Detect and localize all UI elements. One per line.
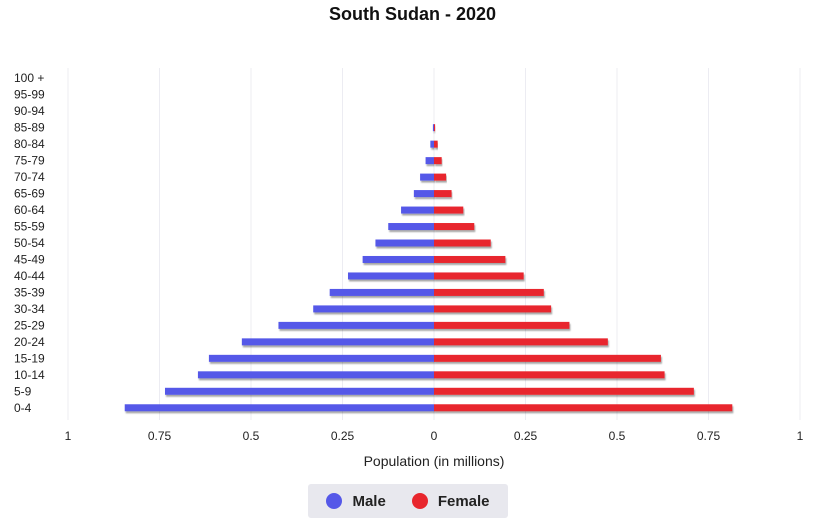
y-tick-label: 80-84 — [14, 137, 45, 151]
bar-male-15-19[interactable] — [208, 354, 434, 362]
chart-title: South Sudan - 2020 — [328, 4, 497, 24]
x-tick-label: 0.25 — [514, 429, 538, 443]
y-tick-label: 90-94 — [14, 104, 45, 118]
legend[interactable]: Male Female — [308, 484, 508, 518]
bar-male-0-4[interactable] — [124, 404, 434, 412]
y-tick-label: 35-39 — [14, 285, 45, 299]
y-tick-label: 15-19 — [14, 351, 45, 365]
bar-female-70-74[interactable] — [434, 173, 447, 181]
y-tick-label: 60-64 — [14, 203, 45, 217]
y-tick-label: 95-99 — [14, 88, 45, 102]
bar-female-10-14[interactable] — [434, 371, 665, 379]
y-tick-label: 75-79 — [14, 154, 45, 168]
bar-female-15-19[interactable] — [434, 354, 661, 362]
x-tick-label: 0 — [431, 429, 438, 443]
x-tick-label: 0.75 — [148, 429, 172, 443]
legend-item-female[interactable]: Female — [411, 492, 490, 510]
bar-female-65-69[interactable] — [434, 190, 452, 198]
bar-female-55-59[interactable] — [434, 223, 475, 231]
y-tick-label: 85-89 — [14, 121, 45, 135]
bar-male-80-84[interactable] — [430, 140, 434, 148]
bar-female-0-4[interactable] — [434, 404, 733, 412]
bar-female-25-29[interactable] — [434, 321, 570, 329]
x-tick-label: 0.25 — [331, 429, 355, 443]
x-tick-label: 0.75 — [697, 429, 721, 443]
y-tick-label: 70-74 — [14, 170, 45, 184]
bar-male-70-74[interactable] — [420, 173, 434, 181]
bar-male-55-59[interactable] — [388, 223, 434, 231]
bar-male-20-24[interactable] — [241, 338, 434, 346]
bar-male-35-39[interactable] — [329, 288, 434, 296]
y-tick-label: 25-29 — [14, 318, 45, 332]
legend-label-male: Male — [352, 492, 386, 510]
bar-female-30-34[interactable] — [434, 305, 552, 313]
bar-male-65-69[interactable] — [413, 190, 434, 198]
bar-female-20-24[interactable] — [434, 338, 608, 346]
bar-male-25-29[interactable] — [278, 321, 434, 329]
bar-female-5-9[interactable] — [434, 387, 694, 395]
x-tick-label: 1 — [797, 429, 804, 443]
bar-male-85-89[interactable] — [432, 124, 434, 132]
bar-female-80-84[interactable] — [434, 140, 438, 148]
male-swatch-icon — [326, 493, 343, 509]
bar-male-40-44[interactable] — [347, 272, 434, 280]
y-tick-label: 100 + — [14, 71, 44, 85]
x-tick-label: 0.5 — [243, 429, 260, 443]
bar-female-45-49[interactable] — [434, 255, 506, 263]
y-tick-label: 5-9 — [14, 384, 32, 398]
female-swatch-icon — [411, 493, 428, 509]
bar-male-10-14[interactable] — [197, 371, 434, 379]
bar-male-45-49[interactable] — [362, 255, 434, 263]
bar-female-60-64[interactable] — [434, 206, 464, 214]
bar-female-75-79[interactable] — [434, 157, 442, 165]
bar-female-85-89[interactable] — [434, 124, 436, 132]
x-tick-label: 0.5 — [609, 429, 626, 443]
y-tick-label: 65-69 — [14, 187, 45, 201]
bar-female-40-44[interactable] — [434, 272, 524, 280]
bar-female-35-39[interactable] — [434, 288, 544, 296]
bar-male-30-34[interactable] — [313, 305, 434, 313]
y-tick-label: 40-44 — [14, 269, 45, 283]
y-tick-label: 30-34 — [14, 302, 45, 316]
legend-item-male[interactable]: Male — [326, 492, 386, 510]
bar-female-50-54[interactable] — [434, 239, 491, 247]
bar-male-75-79[interactable] — [425, 157, 434, 165]
y-tick-label: 10-14 — [14, 368, 45, 382]
y-tick-label: 0-4 — [14, 401, 32, 415]
bar-male-5-9[interactable] — [164, 387, 435, 395]
x-axis-label: Population (in millions) — [364, 453, 505, 469]
x-tick-label: 1 — [65, 429, 72, 443]
y-tick-label: 45-49 — [14, 252, 45, 266]
y-tick-label: 20-24 — [14, 335, 45, 349]
bar-male-50-54[interactable] — [375, 239, 434, 247]
y-tick-label: 55-59 — [14, 220, 45, 234]
legend-label-female: Female — [437, 492, 490, 510]
bar-male-60-64[interactable] — [401, 206, 434, 214]
y-tick-label: 50-54 — [14, 236, 45, 250]
